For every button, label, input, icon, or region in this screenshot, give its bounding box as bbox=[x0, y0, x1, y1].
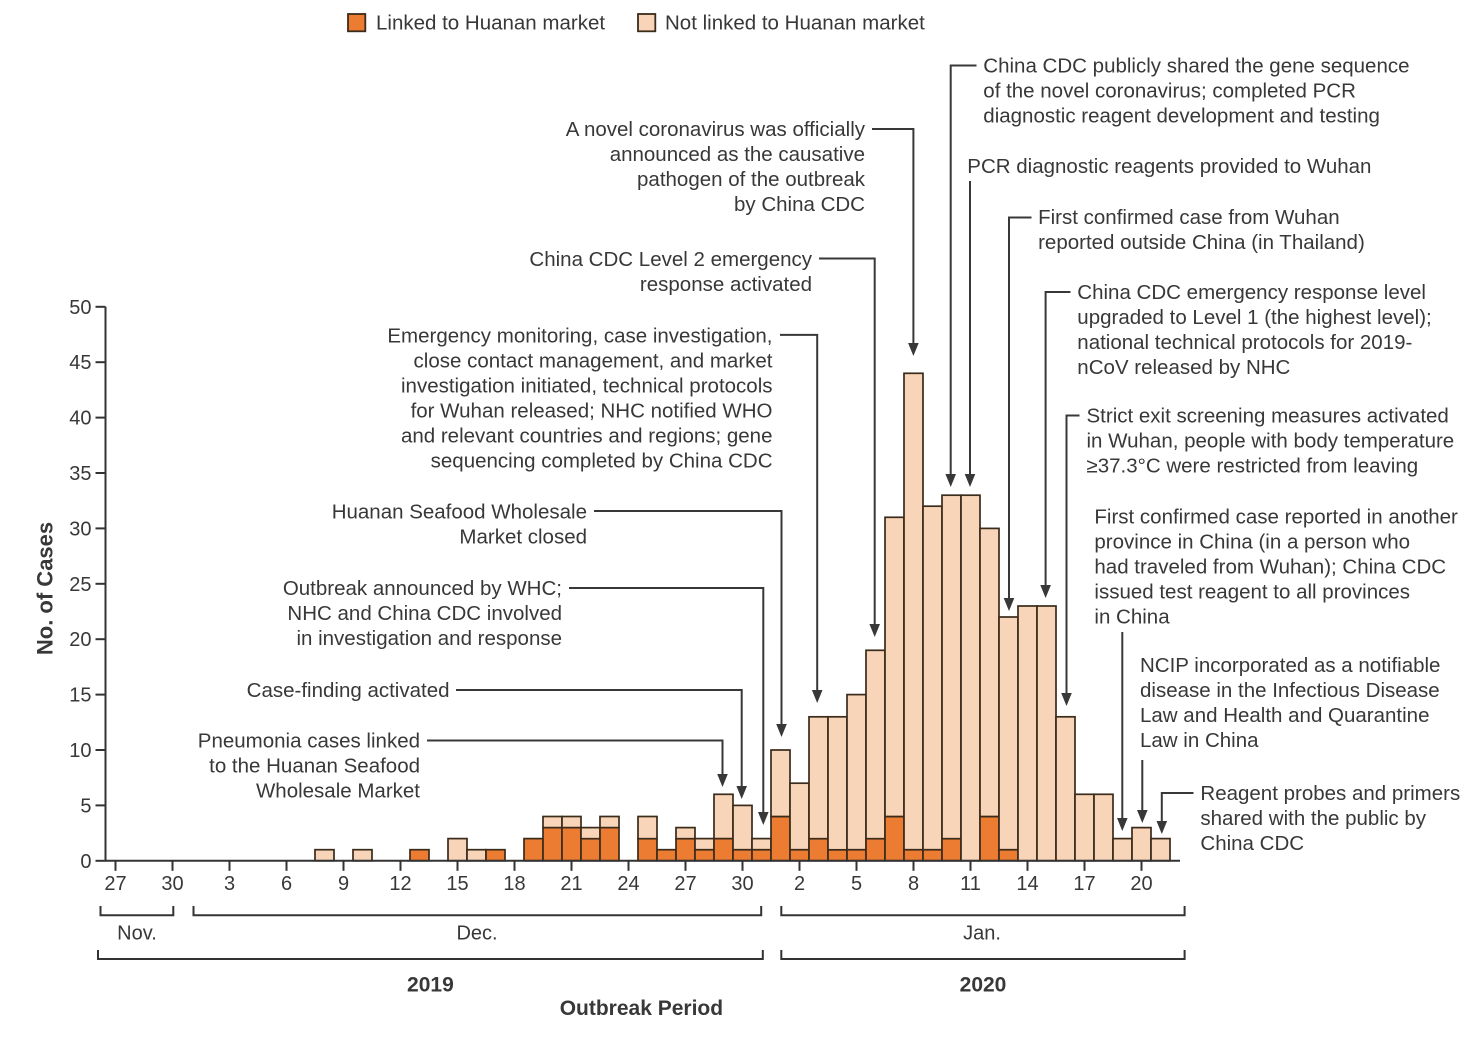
svg-text:NCIP incorporated as a notifia: NCIP incorporated as a notifiable disease… bbox=[1140, 654, 1440, 752]
svg-text:35: 35 bbox=[69, 463, 91, 485]
svg-text:11: 11 bbox=[960, 873, 981, 895]
svg-text:5: 5 bbox=[80, 795, 91, 817]
svg-text:18: 18 bbox=[503, 873, 525, 895]
svg-text:24: 24 bbox=[617, 873, 639, 895]
svg-text:10: 10 bbox=[69, 740, 91, 762]
svg-text:27: 27 bbox=[104, 873, 126, 895]
svg-text:50: 50 bbox=[69, 297, 91, 319]
svg-text:First confirmed case from Wuha: First confirmed case from Wuhan reported … bbox=[1038, 206, 1365, 254]
svg-text:30: 30 bbox=[161, 873, 183, 895]
svg-text:Outbreak announced by WHC;NHC: Outbreak announced by WHC; NHC and China … bbox=[283, 577, 562, 650]
svg-text:40: 40 bbox=[69, 408, 91, 430]
svg-text:China CDC publicly shared the: China CDC publicly shared the gene seque… bbox=[983, 54, 1409, 127]
svg-text:15: 15 bbox=[446, 873, 468, 895]
svg-text:Not linked to Huanan market: Not linked to Huanan market bbox=[665, 12, 925, 35]
svg-text:Linked to Huanan market: Linked to Huanan market bbox=[376, 12, 605, 35]
svg-text:9: 9 bbox=[338, 873, 349, 895]
svg-text:Emergency monitoring, case inv: Emergency monitoring, case investigation… bbox=[387, 325, 772, 473]
svg-text:Strict exit screening measures: Strict exit screening measures activated… bbox=[1087, 405, 1455, 478]
svg-text:China CDC emergency response l: China CDC emergency response level upgrad… bbox=[1077, 281, 1431, 379]
svg-text:2019: 2019 bbox=[407, 974, 454, 997]
svg-text:20: 20 bbox=[69, 629, 91, 651]
svg-text:Outbreak Period: Outbreak Period bbox=[560, 997, 723, 1020]
svg-text:2: 2 bbox=[794, 873, 805, 895]
svg-text:17: 17 bbox=[1073, 873, 1095, 895]
svg-text:Jan.: Jan. bbox=[963, 923, 1001, 945]
svg-text:PCR diagnostic reagents provid: PCR diagnostic reagents provided to Wuha… bbox=[967, 155, 1371, 178]
svg-text:27: 27 bbox=[674, 873, 696, 895]
svg-text:Nov.: Nov. bbox=[117, 923, 157, 945]
svg-text:20: 20 bbox=[1130, 873, 1152, 895]
svg-text:Case-finding activated: Case-finding activated bbox=[247, 679, 450, 702]
svg-text:5: 5 bbox=[851, 873, 862, 895]
svg-text:30: 30 bbox=[69, 518, 91, 540]
svg-text:21: 21 bbox=[560, 873, 582, 895]
svg-text:6: 6 bbox=[281, 873, 292, 895]
svg-text:30: 30 bbox=[731, 873, 753, 895]
svg-text:3: 3 bbox=[224, 873, 235, 895]
svg-text:No. of Cases: No. of Cases bbox=[33, 522, 58, 655]
svg-text:45: 45 bbox=[69, 352, 91, 374]
svg-text:8: 8 bbox=[908, 873, 919, 895]
svg-text:0: 0 bbox=[80, 851, 91, 873]
svg-text:14: 14 bbox=[1016, 873, 1038, 895]
svg-text:15: 15 bbox=[69, 685, 91, 707]
svg-text:25: 25 bbox=[69, 574, 91, 596]
svg-text:A novel coronavirus was offici: A novel coronavirus was officially announ… bbox=[566, 118, 866, 216]
svg-text:Dec.: Dec. bbox=[456, 923, 497, 945]
svg-text:2020: 2020 bbox=[960, 974, 1007, 997]
svg-text:First confirmed case reported: First confirmed case reported in another… bbox=[1094, 505, 1458, 628]
svg-text:12: 12 bbox=[389, 873, 411, 895]
